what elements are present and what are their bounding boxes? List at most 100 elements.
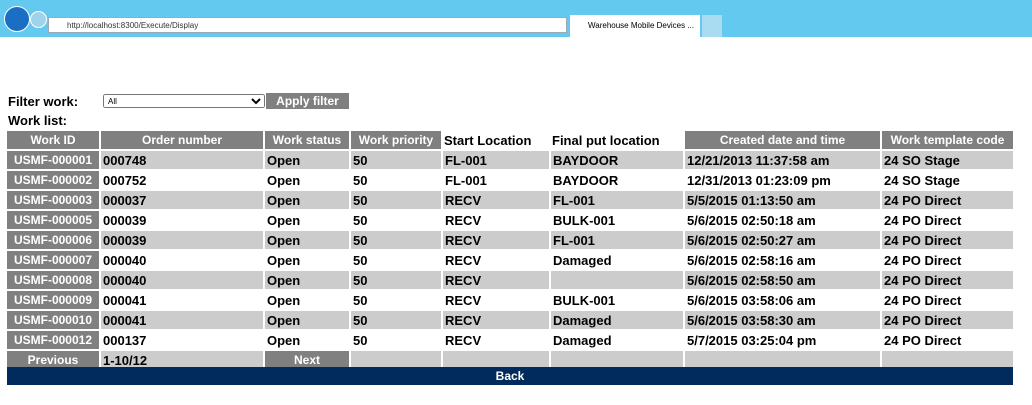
column-header: Work priority xyxy=(351,131,441,149)
cell: 50 xyxy=(353,172,368,188)
cell: 000040 xyxy=(101,271,263,289)
cell: 24 PO Direct xyxy=(882,311,1013,329)
work-row: USMF-000006 000039 Open 50 RECV FL-001 5/6/201… xyxy=(7,231,1013,249)
next-button[interactable]: Next xyxy=(265,351,349,369)
cell: 24 PO Direct xyxy=(882,271,1013,289)
header-row: Work ID Order number Work status Work prior… xyxy=(7,131,1013,149)
work-id-button[interactable]: USMF-000012 xyxy=(7,331,99,349)
cell: 50 xyxy=(353,252,368,268)
cell: Open xyxy=(265,311,349,329)
cell: FL-001 xyxy=(443,151,549,169)
cell: RECV xyxy=(443,311,549,329)
work-list-label: Work list: xyxy=(8,113,67,128)
address-bar[interactable]: http://localhost:8300/Execute/Display xyxy=(48,17,567,33)
work-id-button[interactable]: USMF-000002 xyxy=(7,171,99,189)
cell: RECV xyxy=(445,212,482,228)
empty-cell xyxy=(351,351,441,369)
cell: Open xyxy=(267,292,301,308)
cell: 000040 xyxy=(103,252,147,268)
cell: 50 xyxy=(353,332,368,348)
cell: 24 PO Direct xyxy=(882,231,1013,249)
browser-tab[interactable]: Warehouse Mobile Devices ... xyxy=(570,15,700,37)
browser-chrome: http://localhost:8300/Execute/Display Wa… xyxy=(0,0,1032,37)
cell: 000039 xyxy=(103,212,147,228)
empty-cell xyxy=(882,351,1013,369)
cell: BULK-001 xyxy=(553,292,616,308)
filter-select[interactable]: All xyxy=(103,94,265,108)
cell: 24 SO Stage xyxy=(884,172,960,188)
cell: 24 PO Direct xyxy=(884,292,962,308)
work-table: Work ID Order number Work status Work prior… xyxy=(5,129,1015,371)
cell: Open xyxy=(267,252,301,268)
column-header: Start Location xyxy=(444,132,532,148)
cell: 24 PO Direct xyxy=(884,252,962,268)
cell: 5/6/2015 02:58:50 am xyxy=(685,271,880,289)
cell: 12/31/2013 01:23:09 pm xyxy=(687,172,831,188)
forward-button[interactable] xyxy=(30,11,47,28)
work-row: USMF-000010 000041 Open 50 RECV Damaged 5/6/20… xyxy=(7,311,1013,329)
cell: BAYDOOR xyxy=(553,172,619,188)
column-header: Order number xyxy=(101,131,263,149)
cell: FL-001 xyxy=(551,231,683,249)
cell: RECV xyxy=(445,292,482,308)
cell: Open xyxy=(265,231,349,249)
cell: 5/5/2015 01:13:50 am xyxy=(685,191,880,209)
cell: BULK-001 xyxy=(553,212,616,228)
cell: 12/21/2013 11:37:58 am xyxy=(685,151,880,169)
cell: Open xyxy=(265,151,349,169)
filter-label: Filter work: xyxy=(8,94,79,109)
cell: 50 xyxy=(353,212,368,228)
work-row: USMF-000008 000040 Open 50 RECV 5/6/2015 02:5… xyxy=(7,271,1013,289)
cell: BAYDOOR xyxy=(551,151,683,169)
work-id-button[interactable]: USMF-000005 xyxy=(7,211,99,229)
cell: 000041 xyxy=(101,311,263,329)
cell: RECV xyxy=(445,332,482,348)
work-id-button[interactable]: USMF-000007 xyxy=(7,251,99,269)
cell: 24 PO Direct xyxy=(884,212,962,228)
cell: 5/6/2015 02:58:16 am xyxy=(687,252,816,268)
cell: 000041 xyxy=(103,292,147,308)
cell: RECV xyxy=(443,231,549,249)
previous-button[interactable]: Previous xyxy=(7,351,99,369)
cell: Open xyxy=(265,271,349,289)
empty-cell xyxy=(551,351,683,369)
cell: Open xyxy=(267,212,301,228)
work-row: USMF-000012 000137 Open 50 RECV Damaged 5/7/20… xyxy=(7,331,1013,349)
work-id-button[interactable]: USMF-000010 xyxy=(7,311,99,329)
cell: 50 xyxy=(353,292,368,308)
cell: Open xyxy=(265,191,349,209)
work-row: USMF-000001 000748 Open 50 FL-001 BAYDOOR 12/2… xyxy=(7,151,1013,169)
column-header: Work ID xyxy=(7,131,99,149)
cell: Open xyxy=(267,332,301,348)
cell: 50 xyxy=(351,231,441,249)
cell xyxy=(551,271,683,289)
work-id-button[interactable]: USMF-000008 xyxy=(7,271,99,289)
back-button[interactable] xyxy=(4,6,30,32)
work-id-button[interactable]: USMF-000009 xyxy=(7,291,99,309)
apply-filter-button[interactable]: Apply filter xyxy=(266,93,349,109)
cell: RECV xyxy=(445,252,482,268)
pagination-row: Previous 1-10/12 Next xyxy=(7,351,1013,369)
cell: 000037 xyxy=(101,191,263,209)
cell: FL-001 xyxy=(445,172,487,188)
column-header: Work template code xyxy=(882,131,1013,149)
cell: 5/6/2015 02:50:27 am xyxy=(685,231,880,249)
work-id-button[interactable]: USMF-000003 xyxy=(7,191,99,209)
cell: 24 PO Direct xyxy=(884,332,962,348)
cell: 5/6/2015 03:58:30 am xyxy=(685,311,880,329)
work-id-button[interactable]: USMF-000006 xyxy=(7,231,99,249)
work-row: USMF-000005 000039 Open 50 RECV BULK-001 5/6/2… xyxy=(7,211,1013,229)
cell: RECV xyxy=(443,271,549,289)
cell: RECV xyxy=(443,191,549,209)
back-button[interactable]: Back xyxy=(7,367,1013,385)
work-row: USMF-000007 000040 Open 50 RECV Damaged 5/6/20… xyxy=(7,251,1013,269)
work-id-button[interactable]: USMF-000001 xyxy=(7,151,99,169)
column-header: Work status xyxy=(265,131,349,149)
column-header: Final put location xyxy=(552,132,660,148)
empty-cell xyxy=(443,351,549,369)
work-row: USMF-000003 000037 Open 50 RECV FL-001 5/5/201… xyxy=(7,191,1013,209)
new-tab[interactable] xyxy=(702,15,722,37)
cell: Open xyxy=(267,172,301,188)
cell: 5/6/2015 03:58:06 am xyxy=(687,292,816,308)
